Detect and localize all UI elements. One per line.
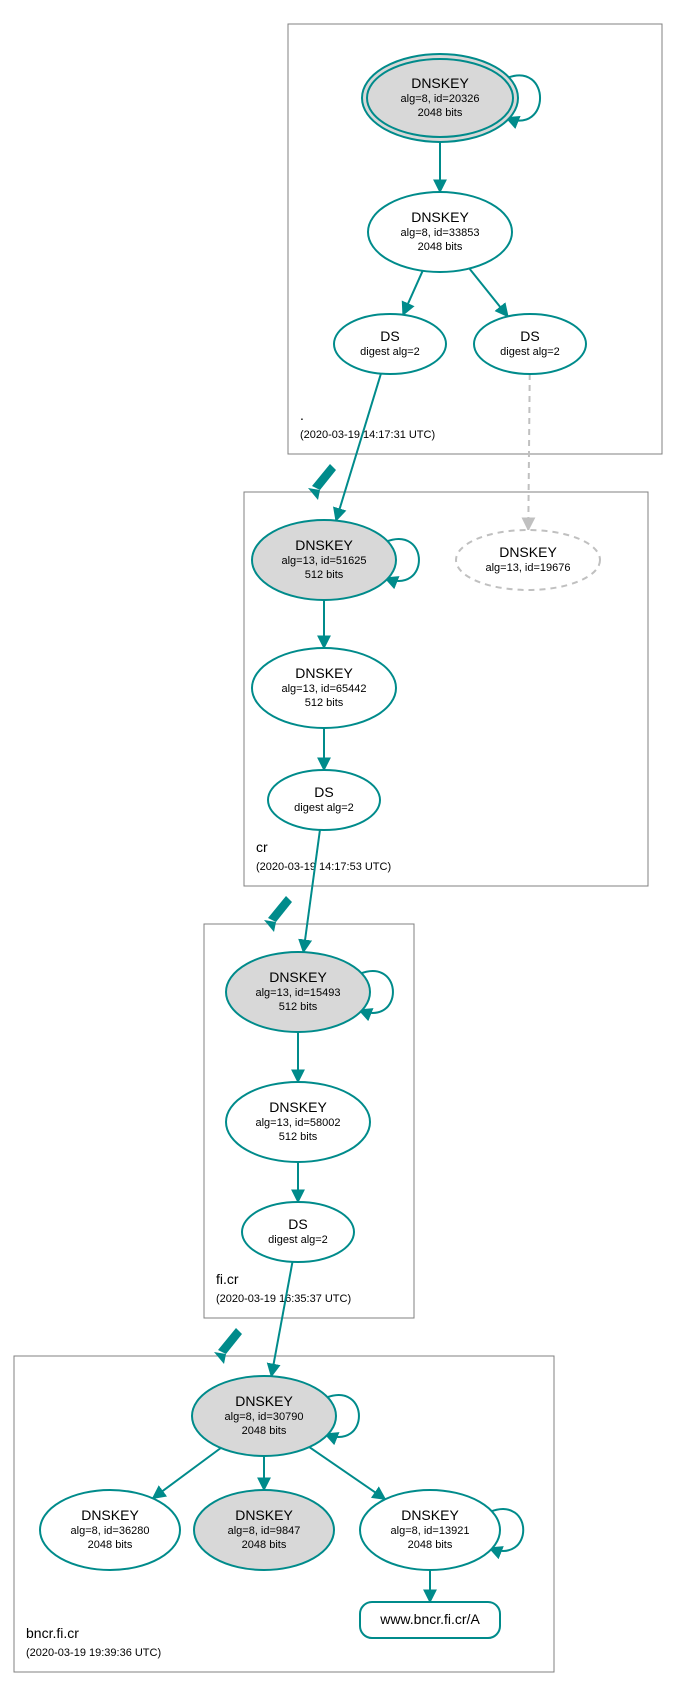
- zone-ts-cr: (2020-03-19 14:17:53 UTC): [256, 861, 391, 873]
- edge-e-r3-c1: [336, 374, 381, 521]
- node-f1-line1: alg=13, id=15493: [255, 987, 340, 999]
- node-c3-line0: DNSKEY: [295, 665, 353, 681]
- edge-e-c4-f1: [303, 830, 320, 952]
- node-b4-line2: 2048 bits: [408, 1539, 453, 1551]
- node-b4-line1: alg=8, id=13921: [391, 1525, 470, 1537]
- node-f2-line2: 512 bits: [279, 1131, 318, 1143]
- zone-ts-root: (2020-03-19 14:17:31 UTC): [300, 429, 435, 441]
- node-c2-line0: DNSKEY: [499, 544, 557, 560]
- node-b2-line2: 2048 bits: [88, 1539, 133, 1551]
- node-r3: [334, 314, 446, 374]
- node-b5-line0: www.bncr.fi.cr/A: [379, 1611, 480, 1627]
- node-c1-line0: DNSKEY: [295, 537, 353, 553]
- node-f2-line0: DNSKEY: [269, 1099, 327, 1115]
- zone-name-root: .: [300, 407, 304, 423]
- node-b1-line2: 2048 bits: [242, 1425, 287, 1437]
- zone-transition-arrow: [268, 896, 292, 922]
- node-f2-line1: alg=13, id=58002: [255, 1117, 340, 1129]
- node-b3-line0: DNSKEY: [235, 1507, 293, 1523]
- edge-e-b1-b2: [153, 1448, 221, 1498]
- node-r3-line0: DS: [380, 328, 399, 344]
- node-b1-line1: alg=8, id=30790: [225, 1411, 304, 1423]
- edge-e-r2-r3: [403, 271, 423, 315]
- dnssec-chain-diagram: . (2020-03-19 14:17:31 UTC) cr (2020-03-19 …: [0, 0, 684, 1692]
- node-c4: [268, 770, 380, 830]
- node-r4: [474, 314, 586, 374]
- node-f3-line1: digest alg=2: [268, 1234, 328, 1246]
- node-r1-line2: 2048 bits: [418, 107, 463, 119]
- edge-e-b1-b4: [309, 1447, 385, 1499]
- zone-transition-arrow: [218, 1328, 242, 1354]
- node-r2-line2: 2048 bits: [418, 241, 463, 253]
- node-f1-line2: 512 bits: [279, 1001, 318, 1013]
- zone-ts-bncr.fi.cr: (2020-03-19 19:39:36 UTC): [26, 1647, 161, 1659]
- zone-name-cr: cr: [256, 839, 268, 855]
- node-c2: [456, 530, 600, 590]
- edge-e-r4-c2: [528, 374, 529, 530]
- node-r2-line0: DNSKEY: [411, 209, 469, 225]
- node-c4-line0: DS: [314, 784, 333, 800]
- node-c3-line1: alg=13, id=65442: [281, 683, 366, 695]
- node-r3-line1: digest alg=2: [360, 346, 420, 358]
- zone-ts-fi.cr: (2020-03-19 16:35:37 UTC): [216, 1293, 351, 1305]
- node-f3: [242, 1202, 354, 1262]
- node-r4-line1: digest alg=2: [500, 346, 560, 358]
- node-b3-line2: 2048 bits: [242, 1539, 287, 1551]
- node-f1-line0: DNSKEY: [269, 969, 327, 985]
- node-c1-line1: alg=13, id=51625: [281, 555, 366, 567]
- node-b2-line0: DNSKEY: [81, 1507, 139, 1523]
- node-b1-line0: DNSKEY: [235, 1393, 293, 1409]
- node-f3-line0: DS: [288, 1216, 307, 1232]
- node-r4-line0: DS: [520, 328, 539, 344]
- node-r2-line1: alg=8, id=33853: [401, 227, 480, 239]
- edge-e-r2-r4: [469, 269, 508, 317]
- edge-e-f3-b1: [271, 1262, 292, 1376]
- node-c2-line1: alg=13, id=19676: [485, 562, 570, 574]
- node-r1-line0: DNSKEY: [411, 75, 469, 91]
- zone-name-bncr.fi.cr: bncr.fi.cr: [26, 1625, 79, 1641]
- node-b2-line1: alg=8, id=36280: [71, 1525, 150, 1537]
- node-b4-line0: DNSKEY: [401, 1507, 459, 1523]
- node-b3-line1: alg=8, id=9847: [228, 1525, 301, 1537]
- node-c1-line2: 512 bits: [305, 569, 344, 581]
- node-r1-line1: alg=8, id=20326: [401, 93, 480, 105]
- zone-transition-arrow: [312, 464, 336, 490]
- node-c3-line2: 512 bits: [305, 697, 344, 709]
- node-c4-line1: digest alg=2: [294, 802, 354, 814]
- zone-name-fi.cr: fi.cr: [216, 1271, 239, 1287]
